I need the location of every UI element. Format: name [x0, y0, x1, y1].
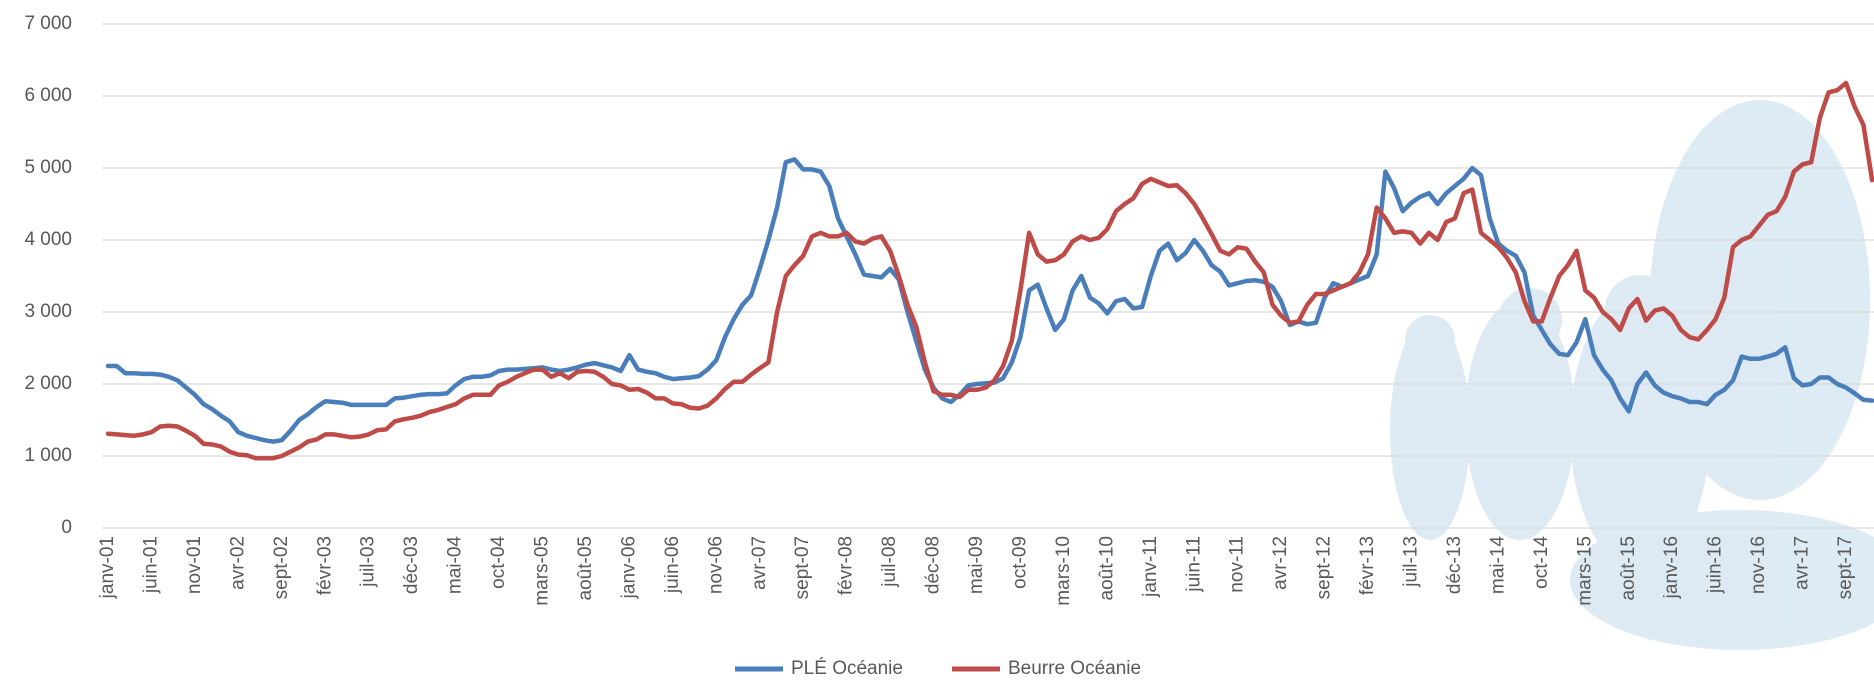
x-tick-label: avr-17	[1792, 536, 1813, 590]
x-tick-label: déc-13	[1444, 536, 1465, 594]
x-tick-label: févr-03	[314, 536, 335, 595]
x-tick-label: févr-13	[1357, 536, 1378, 595]
x-tick-label: janv-11	[1140, 536, 1161, 598]
x-tick-label: oct-09	[1009, 536, 1030, 589]
x-tick-label: juil-13	[1401, 536, 1422, 588]
x-tick-label: août-05	[575, 536, 596, 600]
y-tick-label: 6 000	[24, 85, 72, 106]
x-tick-label: juin-11	[1183, 536, 1204, 593]
x-tick-label: juin-16	[1705, 536, 1726, 594]
x-tick-label: oct-04	[488, 536, 509, 589]
x-tick-label: nov-11	[1227, 536, 1248, 593]
x-tick-label: oct-14	[1531, 536, 1552, 589]
y-tick-label: 7 000	[24, 13, 72, 34]
x-tick-label: nov-01	[184, 536, 205, 594]
x-tick-label: juin-01	[140, 536, 161, 594]
x-tick-label: août-10	[1096, 536, 1117, 600]
x-tick-label: sept-07	[792, 536, 813, 599]
x-tick-label: avr-12	[1270, 536, 1291, 590]
y-tick-label: 5 000	[24, 157, 72, 178]
y-tick-label: 1 000	[24, 445, 72, 466]
x-tick-label: sept-12	[1314, 536, 1335, 599]
y-tick-label: 4 000	[24, 229, 72, 250]
x-tick-label: mai-04	[445, 536, 466, 595]
background-silhouette	[1390, 100, 1874, 650]
line-series	[105, 80, 1874, 461]
legend-label: Beurre Océanie	[1008, 658, 1141, 679]
y-tick-label: 3 000	[24, 301, 72, 322]
x-tick-label: avr-02	[227, 536, 248, 590]
x-tick-label: janv-16	[1661, 536, 1682, 599]
x-tick-label: sept-17	[1835, 536, 1856, 599]
x-tick-label: déc-03	[401, 536, 422, 594]
x-tick-label: juil-08	[879, 536, 900, 588]
x-tick-label: juil-03	[358, 536, 379, 588]
x-tick-label: mai-14	[1487, 536, 1508, 595]
y-tick-label: 2 000	[24, 373, 72, 394]
x-tick-label: mai-09	[966, 536, 987, 594]
x-tick-label: janv-01	[97, 536, 118, 599]
x-tick-label: sept-02	[271, 536, 292, 599]
x-tick-label: janv-06	[618, 536, 639, 599]
x-tick-label: août-15	[1618, 536, 1639, 600]
x-tick-label: juin-06	[662, 536, 683, 594]
x-tick-label: déc-08	[923, 536, 944, 594]
x-tick-label: mars-05	[532, 536, 553, 606]
x-tick-label: nov-16	[1748, 536, 1769, 594]
x-tick-label: févr-08	[836, 536, 857, 595]
x-tick-label: mars-15	[1574, 536, 1595, 606]
x-tick-label: mars-10	[1053, 536, 1074, 606]
legend-label: PLÉ Océanie	[791, 658, 903, 679]
x-tick-label: nov-06	[705, 536, 726, 594]
x-tick-label: avr-07	[749, 536, 770, 590]
y-tick-label: 0	[61, 517, 72, 538]
